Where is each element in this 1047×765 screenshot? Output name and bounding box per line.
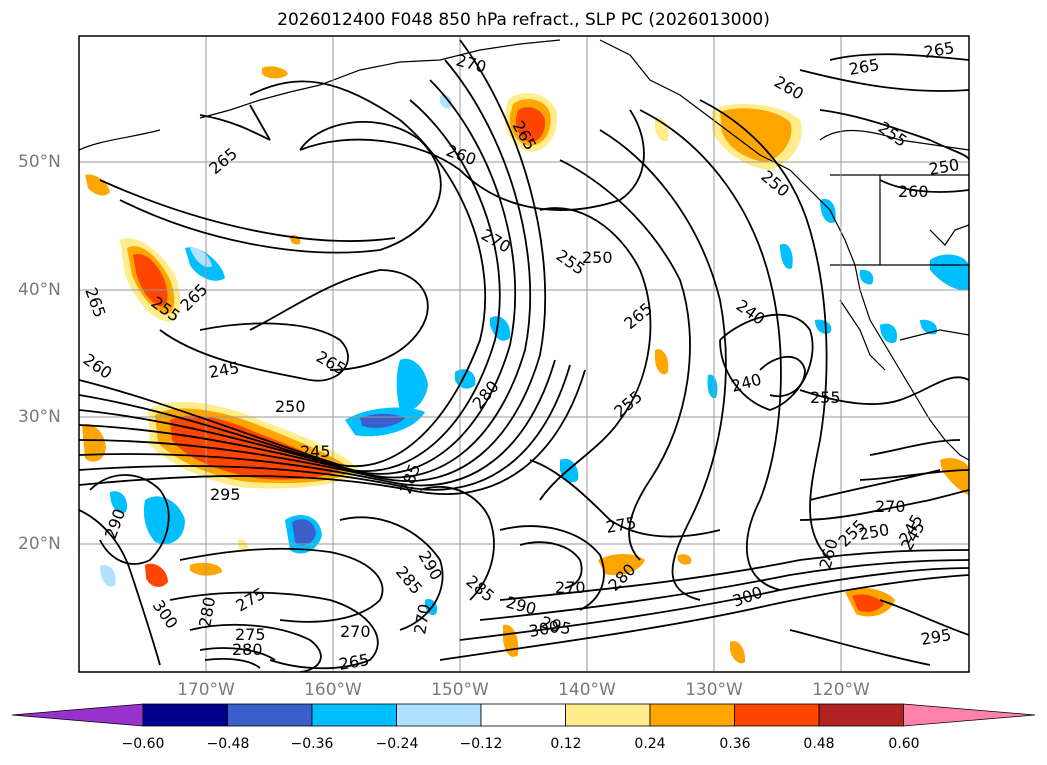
colorbar-tick: 0.12 xyxy=(550,736,582,752)
contour-label: 280 xyxy=(232,640,263,659)
contour-label: 270 xyxy=(340,622,371,641)
lon-label-170w: 170°W xyxy=(177,680,235,700)
contour-label: 255 xyxy=(810,388,841,407)
map-title: 2026012400 F048 850 hPa refract., SLP PC… xyxy=(277,10,770,30)
colorbar-tick: 0.36 xyxy=(719,736,751,752)
contour-label: 295 xyxy=(210,485,241,504)
contour-label: 270 xyxy=(875,497,906,516)
colorbar-tick: −0.24 xyxy=(375,736,419,752)
colorbar-segment xyxy=(396,703,482,727)
colorbar-segment xyxy=(227,703,313,727)
colorbar-segment xyxy=(480,703,566,727)
colorbar-tick: 0.60 xyxy=(888,736,920,752)
lat-label-30n: 30°N xyxy=(18,407,61,427)
colorbar-tick: 0.48 xyxy=(803,736,835,752)
map-panel: 270 265 260 265 255 250 260 265 260 265 … xyxy=(78,35,970,674)
coastlines xyxy=(79,39,969,461)
contour-label: 265 xyxy=(337,650,370,674)
lon-label-140w: 140°W xyxy=(558,680,616,700)
graticule xyxy=(79,36,969,672)
colorbar-segment xyxy=(565,703,651,727)
lat-label-50n: 50°N xyxy=(18,152,61,172)
lon-label-160w: 160°W xyxy=(304,680,362,700)
colorbar-extend-max xyxy=(903,703,1036,727)
colorbar-tick: 0.24 xyxy=(634,736,666,752)
contour-label: 260 xyxy=(898,182,929,201)
colorbar-tick: −0.60 xyxy=(121,736,165,752)
colorbar-segment xyxy=(142,703,228,727)
colorbar-tick: −0.48 xyxy=(206,736,250,752)
lat-label-20n: 20°N xyxy=(18,534,61,554)
colorbar-segment xyxy=(818,703,904,727)
colorbar-segment xyxy=(311,703,397,727)
lat-label-40n: 40°N xyxy=(18,280,61,300)
colorbar-extend-min xyxy=(11,703,144,727)
colorbar-segment xyxy=(734,703,820,727)
colorbar xyxy=(11,703,1036,727)
contour-label: 250 xyxy=(582,248,613,267)
colorbar-segment xyxy=(649,703,735,727)
contour-label: 245 xyxy=(300,442,331,461)
colorbar-tick: −0.12 xyxy=(459,736,503,752)
lon-label-150w: 150°W xyxy=(431,680,489,700)
contour-label: 275 xyxy=(235,625,266,644)
slp-contours xyxy=(79,39,969,672)
contour-label: 270 xyxy=(555,578,586,597)
colorbar-tick: −0.36 xyxy=(290,736,334,752)
lon-label-120w: 120°W xyxy=(812,680,870,700)
map-frame xyxy=(78,35,970,673)
lon-label-130w: 130°W xyxy=(685,680,743,700)
contour-label: 250 xyxy=(275,397,306,416)
